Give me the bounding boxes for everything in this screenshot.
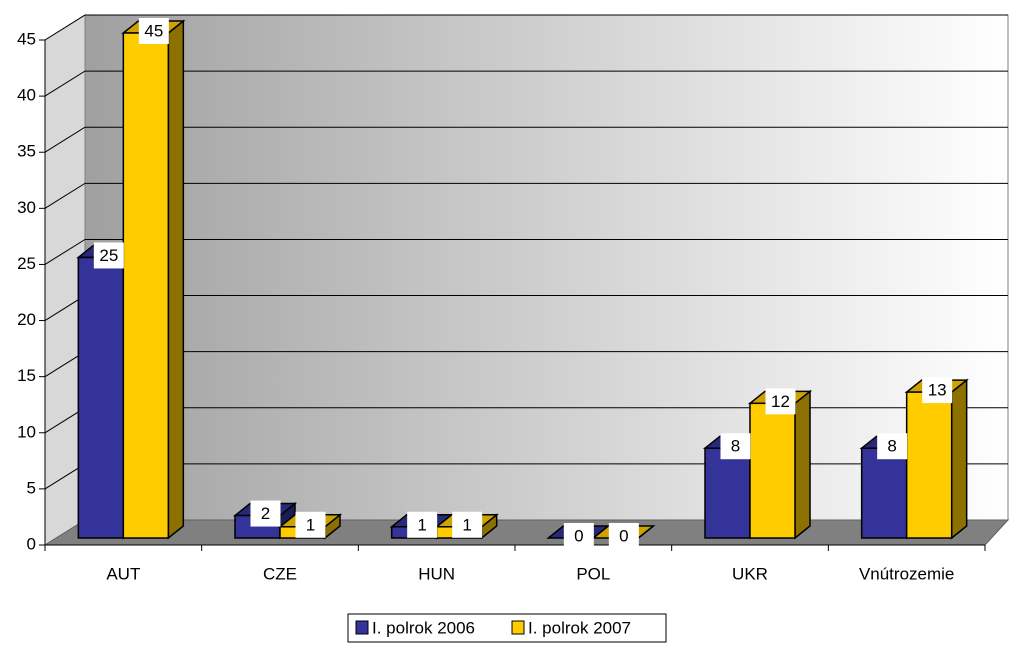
bar-front (860, 447, 908, 539)
value-label-bg (138, 18, 169, 44)
value-label-bg (295, 511, 326, 538)
value-label: 1 (306, 515, 315, 534)
x-tick-label: HUN (418, 564, 455, 583)
y-tick-label: 25 (17, 254, 36, 273)
legend-swatch (355, 620, 369, 635)
value-label: 8 (731, 437, 740, 456)
grid-line (44, 70, 1008, 97)
value-label-bg (608, 523, 639, 549)
value-label-bg (407, 511, 438, 538)
value-label: 8 (887, 437, 896, 456)
grid-line (44, 14, 1008, 41)
x-tick-label: CZE (263, 564, 297, 583)
grid-line (44, 126, 1008, 153)
bar (747, 389, 813, 540)
y-tick-label: 30 (17, 198, 36, 217)
value-label-bg (93, 242, 124, 269)
value-label: 45 (144, 21, 163, 40)
legend-label: I. polrok 2007 (528, 618, 631, 637)
y-tick-label: 15 (17, 366, 36, 385)
bar-side (950, 378, 968, 540)
value-label-bg (720, 433, 751, 460)
bar-side (167, 19, 185, 540)
grid-line (44, 182, 1008, 209)
back-wall (84, 14, 1009, 521)
legend-swatch (511, 620, 525, 635)
bar-side (794, 389, 811, 540)
bar-front (905, 391, 953, 539)
y-tick-label: 40 (17, 86, 36, 105)
bar-front (122, 32, 170, 539)
x-tick-label: POL (576, 564, 610, 583)
value-label: 13 (928, 381, 947, 400)
y-tick-label: 35 (17, 142, 36, 161)
y-tick-label: 5 (27, 478, 36, 497)
bar-front (749, 402, 796, 539)
value-label-bg (922, 377, 953, 404)
value-label: 1 (417, 515, 426, 534)
y-tick-label: 20 (17, 310, 36, 329)
value-label-bg (250, 500, 281, 527)
y-tick-label: 45 (17, 29, 36, 48)
bar-front (704, 447, 751, 539)
value-label-bg (452, 511, 483, 538)
grid-line (44, 238, 1008, 265)
value-label: 1 (462, 515, 471, 534)
y-tick-label: 0 (27, 534, 36, 553)
y-tick-label: 10 (17, 422, 36, 441)
value-label: 12 (771, 392, 790, 411)
value-label-bg (563, 523, 594, 549)
bar-front (77, 256, 125, 539)
bar (121, 19, 186, 540)
bar (904, 378, 969, 540)
x-tick-label: UKR (732, 564, 768, 583)
x-tick-label: Vnútrozemie (859, 564, 954, 583)
value-label: 2 (261, 504, 270, 523)
value-label: 0 (574, 526, 583, 545)
legend-box (347, 613, 667, 643)
x-tick-label: AUT (106, 564, 140, 583)
value-label: 0 (619, 526, 628, 545)
value-label-bg (765, 388, 796, 415)
legend-label: I. polrok 2006 (372, 618, 475, 637)
value-label: 25 (99, 246, 118, 265)
value-label-bg (877, 433, 908, 460)
